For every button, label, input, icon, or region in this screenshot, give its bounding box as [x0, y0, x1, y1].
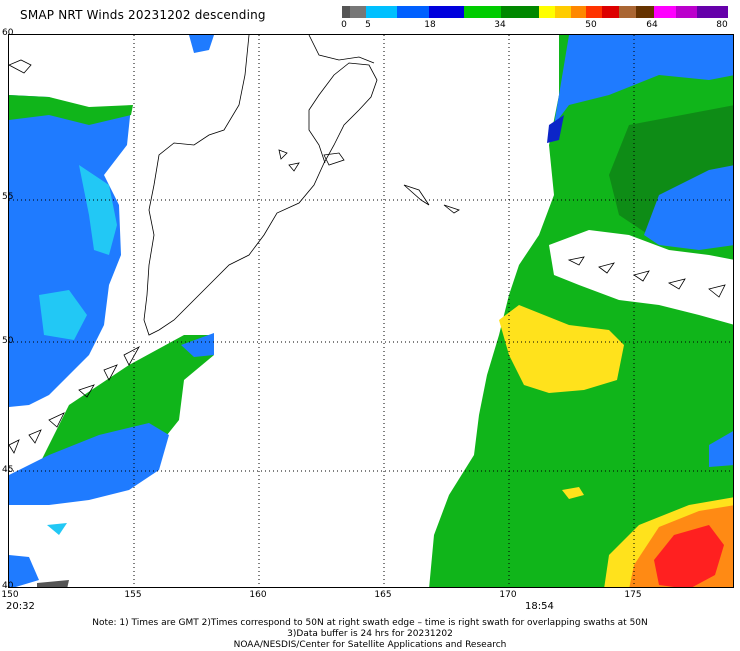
footnote-line-2: 3)Data buffer is 24 hrs for 20231202: [287, 629, 453, 639]
left-bottom-gray: [37, 580, 69, 587]
lat-label: 45: [2, 465, 14, 475]
colorbar-swatch: [586, 6, 603, 18]
left-swath-cyan: [79, 165, 117, 255]
left-swath-green-top: [9, 95, 133, 125]
left-swath-time: 20:32: [6, 601, 35, 612]
lon-label: 165: [374, 590, 392, 600]
colorbar-swatch: [619, 6, 636, 18]
colorbar-swatch: [675, 6, 698, 18]
lon-label: 170: [499, 590, 517, 600]
footnote: Note: 1) Times are GMT 2)Times correspon…: [0, 618, 740, 651]
colorbar-swatch: [554, 6, 571, 18]
colorbar-swatch: [429, 6, 464, 18]
lon-label: 150: [1, 590, 19, 600]
lower-left-blue-small: [181, 333, 214, 357]
lon-label: 155: [124, 590, 142, 600]
colorbar-label: 80: [716, 20, 728, 30]
wind-map: [8, 34, 734, 588]
colorbar-swatch: [342, 6, 350, 18]
colorbar-swatch: [349, 6, 366, 18]
left-swath-cyan-2: [39, 290, 87, 340]
colorbar-swatch: [365, 6, 398, 18]
wind-speed-colorbar: [342, 6, 728, 18]
wind-map-svg: [9, 35, 733, 587]
colorbar-label: 0: [341, 20, 347, 30]
right-swath-time: 18:54: [525, 601, 554, 612]
lat-label: 55: [2, 192, 14, 202]
lon-label: 175: [624, 590, 642, 600]
colorbar-label: 64: [646, 20, 658, 30]
colorbar-swatch: [570, 6, 587, 18]
lat-label: 60: [2, 28, 14, 38]
lat-label: 50: [2, 336, 14, 346]
chart-title: SMAP NRT Winds 20231202 descending: [20, 8, 266, 22]
colorbar-label: 18: [424, 20, 436, 30]
colorbar-swatch: [538, 6, 555, 18]
footnote-line-1: Note: 1) Times are GMT 2)Times correspon…: [92, 618, 648, 628]
coastline: [9, 35, 726, 454]
left-bottom-blue: [9, 555, 39, 587]
colorbar-swatch: [697, 6, 728, 18]
right-swath-blue-top: [554, 35, 733, 125]
colorbar-swatch: [602, 6, 620, 18]
yellow-patch: [499, 305, 624, 393]
colorbar-label: 5: [365, 20, 371, 30]
colorbar-swatch: [463, 6, 502, 18]
footnote-line-3: NOAA/NESDIS/Center for Satellite Applica…: [233, 640, 507, 650]
colorbar-swatch: [397, 6, 430, 18]
top-blue-patch: [189, 35, 214, 53]
right-swath-blue-low: [709, 431, 733, 467]
red-core: [654, 525, 724, 587]
lat-label: 40: [2, 581, 14, 591]
lon-label: 160: [249, 590, 267, 600]
lower-left-blue: [9, 423, 169, 505]
left-bottom-cyan: [47, 523, 67, 535]
right-swath-navy: [547, 115, 564, 143]
colorbar-label: 34: [494, 20, 506, 30]
left-swath-blue: [9, 95, 131, 407]
colorbar-label: 50: [585, 20, 597, 30]
yellow-dot: [562, 487, 584, 499]
graticule: [9, 35, 733, 587]
colorbar-swatch: [501, 6, 539, 18]
right-swath-gap: [549, 230, 733, 325]
right-swath-blue-mid: [644, 165, 733, 250]
colorbar-swatch: [635, 6, 654, 18]
colorbar-swatch: [653, 6, 676, 18]
